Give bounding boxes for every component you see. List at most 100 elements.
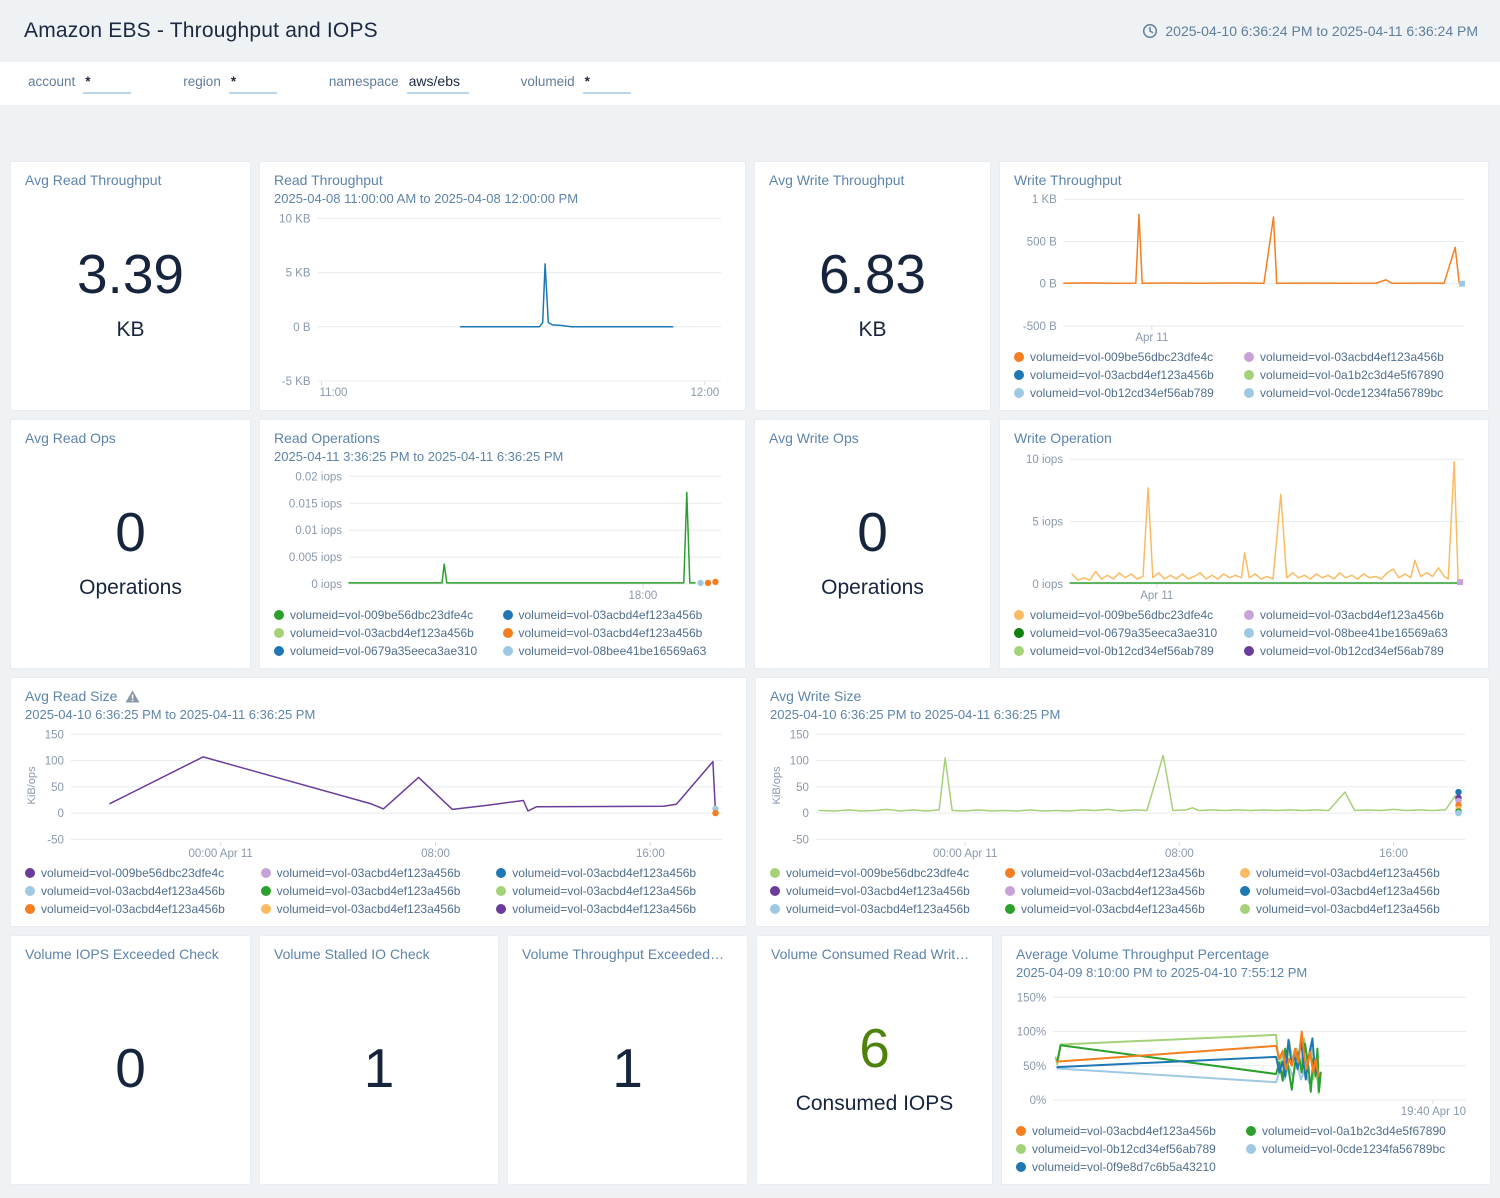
svg-text:08:00: 08:00 <box>421 848 450 860</box>
filter-namespace-value[interactable]: aws/ebs <box>406 73 469 94</box>
legend-label: volumeid=vol-0cde1234fa56789bc <box>1262 1142 1446 1156</box>
legend-item[interactable]: volumeid=vol-03acbd4ef123a456b <box>1239 866 1475 880</box>
legend-item[interactable]: volumeid=vol-03acbd4ef123a456b <box>496 884 732 898</box>
warning-icon[interactable] <box>125 690 140 703</box>
legend-item[interactable]: volumeid=vol-009be56dbc23dfe4c <box>274 608 503 622</box>
panel-title: Read Operations <box>274 430 380 446</box>
legend-color-dot <box>502 628 513 638</box>
filter-region-value[interactable]: * <box>228 74 277 94</box>
legend-item[interactable]: volumeid=vol-03acbd4ef123a456b <box>260 866 497 880</box>
panel-title: Avg Write Ops <box>769 430 859 446</box>
legend-label: volumeid=vol-009be56dbc23dfe4c <box>1030 608 1214 622</box>
legend-item[interactable]: volumeid=vol-03acbd4ef123a456b <box>1244 608 1474 622</box>
legend-color-dot <box>1014 610 1024 620</box>
read-throughput-chart[interactable]: 10 KB 5 KB 0 B -5 KB 11:00 12:00 <box>274 206 731 400</box>
panel-title: Avg Read Throughput <box>25 172 162 188</box>
legend-item[interactable]: volumeid=vol-0f9e8d7c6b5a43210 <box>1016 1160 1246 1174</box>
legend-item[interactable]: volumeid=vol-03acbd4ef123a456b <box>1239 902 1475 916</box>
legend-color-dot <box>1014 370 1024 380</box>
legend-item[interactable]: volumeid=vol-03acbd4ef123a456b <box>260 884 497 898</box>
legend-item[interactable]: volumeid=vol-009be56dbc23dfe4c <box>1014 350 1244 364</box>
legend-item[interactable]: volumeid=vol-03acbd4ef123a456b <box>502 608 732 622</box>
legend-color-dot <box>1239 904 1250 914</box>
legend-label: volumeid=vol-0b12cd34ef56ab789 <box>1260 644 1444 658</box>
legend-item[interactable]: volumeid=vol-0a1b2c3d4e5f67890 <box>1246 1124 1476 1138</box>
avg-volume-throughput-pct-chart[interactable]: 150% 100% 50% 0% 19:40 Apr 10 <box>1016 980 1476 1119</box>
legend-label: volumeid=vol-0b12cd34ef56ab789 <box>1032 1142 1216 1156</box>
legend-item[interactable]: volumeid=vol-0679a35eeca3ae310 <box>1014 626 1244 640</box>
panel-title: Average Volume Throughput Percentage <box>1016 946 1270 962</box>
legend-label: volumeid=vol-03acbd4ef123a456b <box>41 902 225 916</box>
filter-volumeid-value[interactable]: * <box>582 74 631 94</box>
legend-color-dot <box>1239 886 1250 896</box>
legend-item[interactable]: volumeid=vol-0679a35eeca3ae310 <box>274 644 503 658</box>
legend-item[interactable]: volumeid=vol-0b12cd34ef56ab789 <box>1244 644 1474 658</box>
legend-item[interactable]: volumeid=vol-03acbd4ef123a456b <box>496 902 732 916</box>
svg-text:00:00 Apr 11: 00:00 Apr 11 <box>188 848 252 860</box>
panel-volume-stalled-io: Volume Stalled IO Check 1 <box>259 935 499 1185</box>
legend-item[interactable]: volumeid=vol-03acbd4ef123a456b <box>1016 1124 1246 1138</box>
time-range-picker[interactable]: 2025-04-10 6:36:24 PM to 2025-04-11 6:36… <box>1142 23 1478 39</box>
svg-text:0: 0 <box>57 808 63 820</box>
legend-item[interactable]: volumeid=vol-03acbd4ef123a456b <box>770 902 1005 916</box>
panel-avg-write-ops: Avg Write Ops 0 Operations <box>754 419 991 669</box>
avg-read-size-chart[interactable]: 150 100 50 0 -50 00:00 Apr 11 08:00 16:00 KiB/op… <box>25 722 732 861</box>
write-operation-chart[interactable]: 10 iops 5 iops 0 iops Apr 11 <box>1014 446 1474 603</box>
svg-text:18:00: 18:00 <box>628 590 657 602</box>
legend-item[interactable]: volumeid=vol-08bee41be16569a63 <box>1244 626 1474 640</box>
stat-value: 0 <box>115 1036 146 1099</box>
legend-item[interactable]: volumeid=vol-03acbd4ef123a456b <box>1004 884 1240 898</box>
svg-text:0.005 iops: 0.005 iops <box>289 552 342 564</box>
panel-title: Read Throughput <box>274 172 383 188</box>
legend-item[interactable]: volumeid=vol-0cde1234fa56789bc <box>1244 386 1474 400</box>
legend-label: volumeid=vol-0679a35eeca3ae310 <box>1030 626 1218 640</box>
avg-write-size-chart[interactable]: 150 100 50 0 -50 00:00 Apr 11 08:00 16:00 KiB/op… <box>770 722 1475 861</box>
svg-text:-5 KB: -5 KB <box>282 376 311 388</box>
legend-item[interactable]: volumeid=vol-03acbd4ef123a456b <box>260 902 497 916</box>
legend-item[interactable]: volumeid=vol-03acbd4ef123a456b <box>25 884 261 898</box>
legend-item[interactable]: volumeid=vol-03acbd4ef123a456b <box>770 884 1005 898</box>
legend-item[interactable]: volumeid=vol-0b12cd34ef56ab789 <box>1016 1142 1246 1156</box>
svg-text:0.015 iops: 0.015 iops <box>289 498 342 510</box>
legend-item[interactable]: volumeid=vol-03acbd4ef123a456b <box>1004 866 1240 880</box>
legend-item[interactable]: volumeid=vol-0cde1234fa56789bc <box>1246 1142 1476 1156</box>
legend-item[interactable]: volumeid=vol-03acbd4ef123a456b <box>502 626 732 640</box>
stat-unit: Operations <box>79 575 182 599</box>
stat-value: 1 <box>363 1036 395 1099</box>
legend-item[interactable]: volumeid=vol-03acbd4ef123a456b <box>274 626 503 640</box>
legend-label: volumeid=vol-0f9e8d7c6b5a43210 <box>1032 1160 1216 1174</box>
legend-label: volumeid=vol-009be56dbc23dfe4c <box>290 608 474 622</box>
legend-color-dot <box>1246 1126 1256 1136</box>
legend-item[interactable]: volumeid=vol-009be56dbc23dfe4c <box>1014 608 1244 622</box>
svg-text:0%: 0% <box>1030 1095 1047 1107</box>
filter-volumeid-label: volumeid <box>520 73 575 89</box>
legend-item[interactable]: volumeid=vol-03acbd4ef123a456b <box>1239 884 1475 898</box>
panel-title: Write Throughput <box>1014 172 1122 188</box>
legend-label: volumeid=vol-0b12cd34ef56ab789 <box>1030 386 1214 400</box>
legend-item[interactable]: volumeid=vol-0b12cd34ef56ab789 <box>1014 644 1244 658</box>
legend-color-dot <box>25 868 35 878</box>
legend-item[interactable]: volumeid=vol-03acbd4ef123a456b <box>1244 350 1474 364</box>
svg-text:12:00: 12:00 <box>690 387 719 399</box>
legend-item[interactable]: volumeid=vol-03acbd4ef123a456b <box>25 902 261 916</box>
legend-item[interactable]: volumeid=vol-0b12cd34ef56ab789 <box>1014 386 1244 400</box>
panel-avg-read-ops: Avg Read Ops 0 Operations <box>10 419 251 669</box>
filter-account-label: account <box>28 73 76 89</box>
stat-unit: KB <box>858 317 887 341</box>
panel-volume-throughput-exceeded: Volume Throughput Exceeded… 1 <box>507 935 748 1185</box>
legend-item[interactable]: volumeid=vol-0a1b2c3d4e5f67890 <box>1244 368 1474 382</box>
legend-item[interactable]: volumeid=vol-03acbd4ef123a456b <box>1004 902 1240 916</box>
legend-item[interactable]: volumeid=vol-03acbd4ef123a456b <box>496 866 732 880</box>
read-operations-chart[interactable]: 0.02 iops 0.015 iops 0.01 iops 0.005 iops 0 … <box>274 464 731 603</box>
filter-account-value[interactable]: * <box>83 74 132 94</box>
svg-text:500 B: 500 B <box>1027 236 1057 248</box>
panel-write-operation: Write Operation 10 iops 5 iops 0 iops Apr 1… <box>999 419 1489 669</box>
svg-text:11:00: 11:00 <box>320 387 348 399</box>
write-throughput-chart[interactable]: 1 KB 500 B 0 B -500 B Apr 11 <box>1014 188 1474 345</box>
legend-item[interactable]: volumeid=vol-03acbd4ef123a456b <box>1014 368 1244 382</box>
legend-label: volumeid=vol-0a1b2c3d4e5f67890 <box>1262 1124 1446 1138</box>
legend-item[interactable]: volumeid=vol-009be56dbc23dfe4c <box>770 866 1005 880</box>
legend-item[interactable]: volumeid=vol-08bee41be16569a63 <box>502 644 732 658</box>
stat-value: 6.83 <box>818 242 927 305</box>
legend-item[interactable]: volumeid=vol-009be56dbc23dfe4c <box>25 866 261 880</box>
